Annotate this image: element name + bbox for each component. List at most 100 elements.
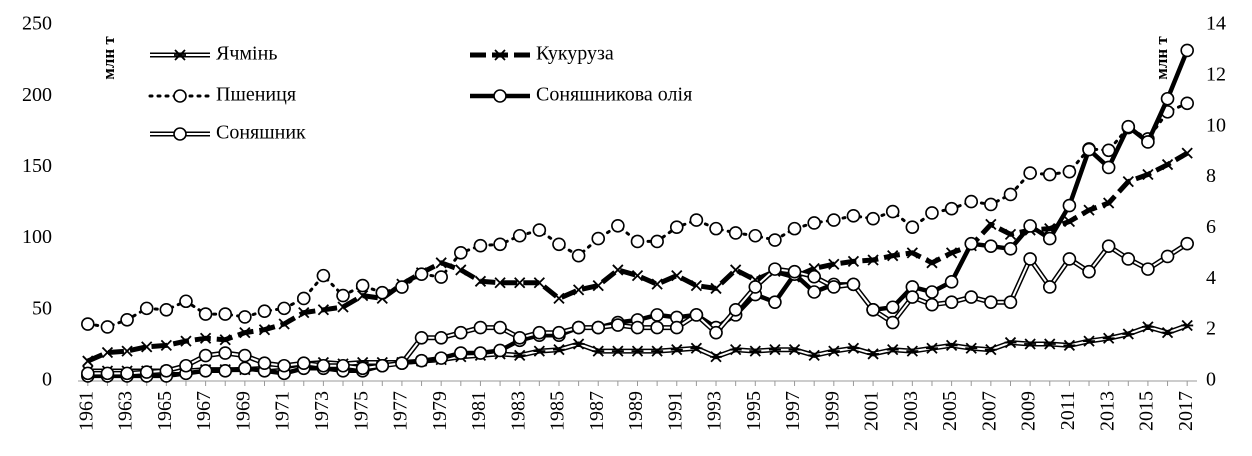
data-point bbox=[1103, 197, 1115, 209]
data-point bbox=[1121, 252, 1136, 266]
data-point bbox=[827, 345, 840, 357]
marker-stroke bbox=[180, 335, 192, 347]
y-axis-label: млн т bbox=[99, 36, 118, 80]
data-point bbox=[630, 234, 645, 249]
data-point bbox=[650, 308, 664, 322]
series-line bbox=[87, 241, 1189, 376]
data-point bbox=[749, 345, 762, 357]
data-point bbox=[513, 349, 526, 362]
data-point bbox=[317, 304, 330, 316]
x-tick-label: 1993 bbox=[704, 391, 726, 431]
data-point bbox=[866, 211, 880, 226]
data-point bbox=[1101, 160, 1116, 175]
data-point bbox=[1142, 168, 1154, 181]
marker-stroke bbox=[317, 304, 330, 316]
data-point bbox=[296, 356, 311, 371]
data-point bbox=[925, 342, 938, 354]
data-point bbox=[159, 364, 174, 378]
data-point bbox=[257, 304, 272, 319]
data-point bbox=[239, 326, 251, 339]
data-point bbox=[650, 234, 664, 249]
data-point bbox=[1063, 215, 1076, 228]
data-point bbox=[787, 264, 802, 279]
data-point bbox=[572, 284, 585, 296]
y2-tick-label: 4 bbox=[1206, 267, 1216, 289]
data-point bbox=[414, 330, 429, 345]
data-point bbox=[1083, 335, 1096, 347]
x-tick-label: 1973 bbox=[311, 391, 333, 431]
marker-stroke bbox=[631, 269, 644, 282]
data-point bbox=[1082, 264, 1096, 279]
data-point bbox=[669, 320, 684, 335]
data-point bbox=[120, 366, 134, 381]
data-point bbox=[493, 320, 507, 335]
data-point bbox=[885, 300, 900, 315]
marker-stroke bbox=[514, 277, 526, 289]
data-point bbox=[571, 248, 586, 263]
data-point bbox=[552, 325, 566, 340]
data-point bbox=[198, 364, 213, 378]
y2-tick-label: 2 bbox=[1206, 318, 1216, 340]
y-tick-label: 0 bbox=[42, 369, 52, 391]
x-tick-label: 1969 bbox=[232, 391, 254, 431]
data-point bbox=[473, 238, 488, 253]
data-point bbox=[828, 258, 840, 270]
data-point bbox=[592, 279, 604, 292]
data-point bbox=[277, 358, 291, 373]
x-tick-label: 1979 bbox=[429, 391, 451, 431]
data-point bbox=[1141, 262, 1155, 276]
data-point bbox=[493, 237, 507, 252]
data-point bbox=[139, 365, 154, 379]
marker-stroke bbox=[690, 279, 703, 292]
data-point bbox=[926, 257, 938, 269]
data-point bbox=[1023, 219, 1037, 233]
x-tick-label: 1985 bbox=[547, 391, 569, 431]
data-point bbox=[591, 320, 606, 335]
data-point bbox=[553, 292, 565, 305]
x-tick-label: 1999 bbox=[821, 391, 843, 431]
x-tick-label: 1977 bbox=[390, 391, 412, 431]
y-tick-label: 150 bbox=[22, 155, 52, 177]
legend-label: Соняшникова олія bbox=[536, 84, 692, 106]
marker-stroke bbox=[1161, 158, 1174, 171]
data-point bbox=[454, 346, 468, 360]
x-tick-label: 2015 bbox=[1136, 391, 1158, 431]
data-point bbox=[514, 277, 526, 289]
marker-stroke bbox=[474, 275, 487, 287]
marker-stroke bbox=[572, 284, 585, 296]
data-point bbox=[82, 355, 94, 367]
data-point bbox=[748, 280, 763, 294]
legend-label: Кукуруза bbox=[536, 43, 614, 65]
data-point bbox=[768, 344, 781, 356]
data-point bbox=[278, 318, 290, 330]
x-tick-label: 1965 bbox=[154, 391, 176, 431]
x-tick-label: 1963 bbox=[115, 391, 137, 431]
data-point bbox=[532, 325, 547, 340]
data-point bbox=[808, 349, 821, 362]
marker-stroke bbox=[945, 247, 958, 259]
data-point bbox=[1042, 280, 1057, 294]
marker-stroke bbox=[1063, 215, 1076, 228]
marker-stroke bbox=[298, 307, 310, 319]
data-point bbox=[964, 236, 979, 251]
marker-stroke bbox=[1122, 176, 1134, 188]
data-point bbox=[984, 295, 998, 309]
data-point bbox=[867, 348, 880, 360]
data-point bbox=[591, 231, 606, 246]
y-tick-label: 250 bbox=[22, 13, 52, 35]
data-point bbox=[474, 275, 487, 287]
x-tick-label: 1967 bbox=[193, 391, 215, 431]
data-point bbox=[885, 315, 900, 330]
y2-tick-label: 0 bbox=[1206, 369, 1216, 391]
data-point bbox=[414, 353, 429, 368]
marker-stroke bbox=[1142, 168, 1154, 181]
data-point bbox=[1003, 241, 1018, 256]
marker-stroke bbox=[82, 355, 94, 367]
data-point bbox=[671, 269, 683, 282]
series-line bbox=[86, 151, 1189, 364]
y2-tick-label: 10 bbox=[1206, 114, 1226, 136]
marker-stroke bbox=[1044, 222, 1056, 235]
marker-stroke bbox=[592, 279, 604, 292]
data-point bbox=[827, 213, 841, 227]
